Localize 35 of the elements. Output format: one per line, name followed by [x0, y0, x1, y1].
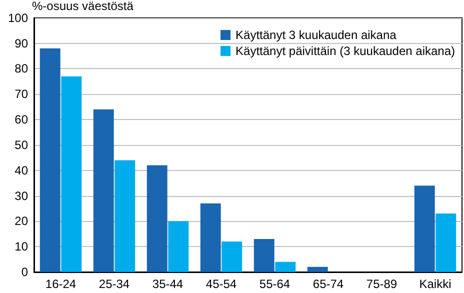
y-tick-label: 80: [14, 62, 28, 76]
legend-label: Käyttänyt 3 kuukauden aikana: [236, 28, 397, 42]
bar: [222, 242, 242, 272]
y-tick-label: 40: [14, 163, 28, 178]
bar: [146, 165, 168, 272]
x-tick-label: 16-24: [45, 277, 76, 291]
y-tick-label: 10: [14, 240, 28, 254]
bar: [254, 238, 274, 272]
y-tick-label: 70: [14, 87, 28, 102]
x-tick-label: 25-34: [98, 277, 130, 291]
bar: [114, 160, 136, 272]
y-tick-label: 90: [14, 36, 28, 50]
bar: [168, 221, 189, 272]
y-tick-label: 0: [21, 265, 28, 279]
y-tick-label: 100: [8, 10, 28, 25]
x-tick-label: 35-44: [152, 277, 184, 291]
bar: [414, 186, 435, 272]
bar: [436, 214, 456, 272]
y-tick-label: 50: [14, 138, 28, 152]
x-tick-label: Kaikki: [419, 277, 452, 291]
y-tick-label: 30: [14, 188, 28, 203]
x-tick-label: 55-64: [259, 277, 290, 291]
bar: [61, 76, 82, 272]
legend-label: Käyttänyt päivittäin (3 kuukauden aikana): [236, 44, 456, 58]
y-axis-title: %-osuus väestöstä: [32, 0, 134, 13]
y-tick-label: 60: [14, 112, 28, 127]
bar: [275, 262, 296, 272]
x-tick-label: 75-89: [366, 277, 398, 291]
x-tick-label: 45-54: [206, 277, 237, 291]
y-tick-label: 20: [14, 214, 28, 228]
x-tick-label: 65-74: [312, 277, 344, 291]
bar: [40, 48, 60, 272]
bar: [200, 203, 221, 272]
bar: [307, 266, 328, 272]
bar: [93, 109, 114, 272]
